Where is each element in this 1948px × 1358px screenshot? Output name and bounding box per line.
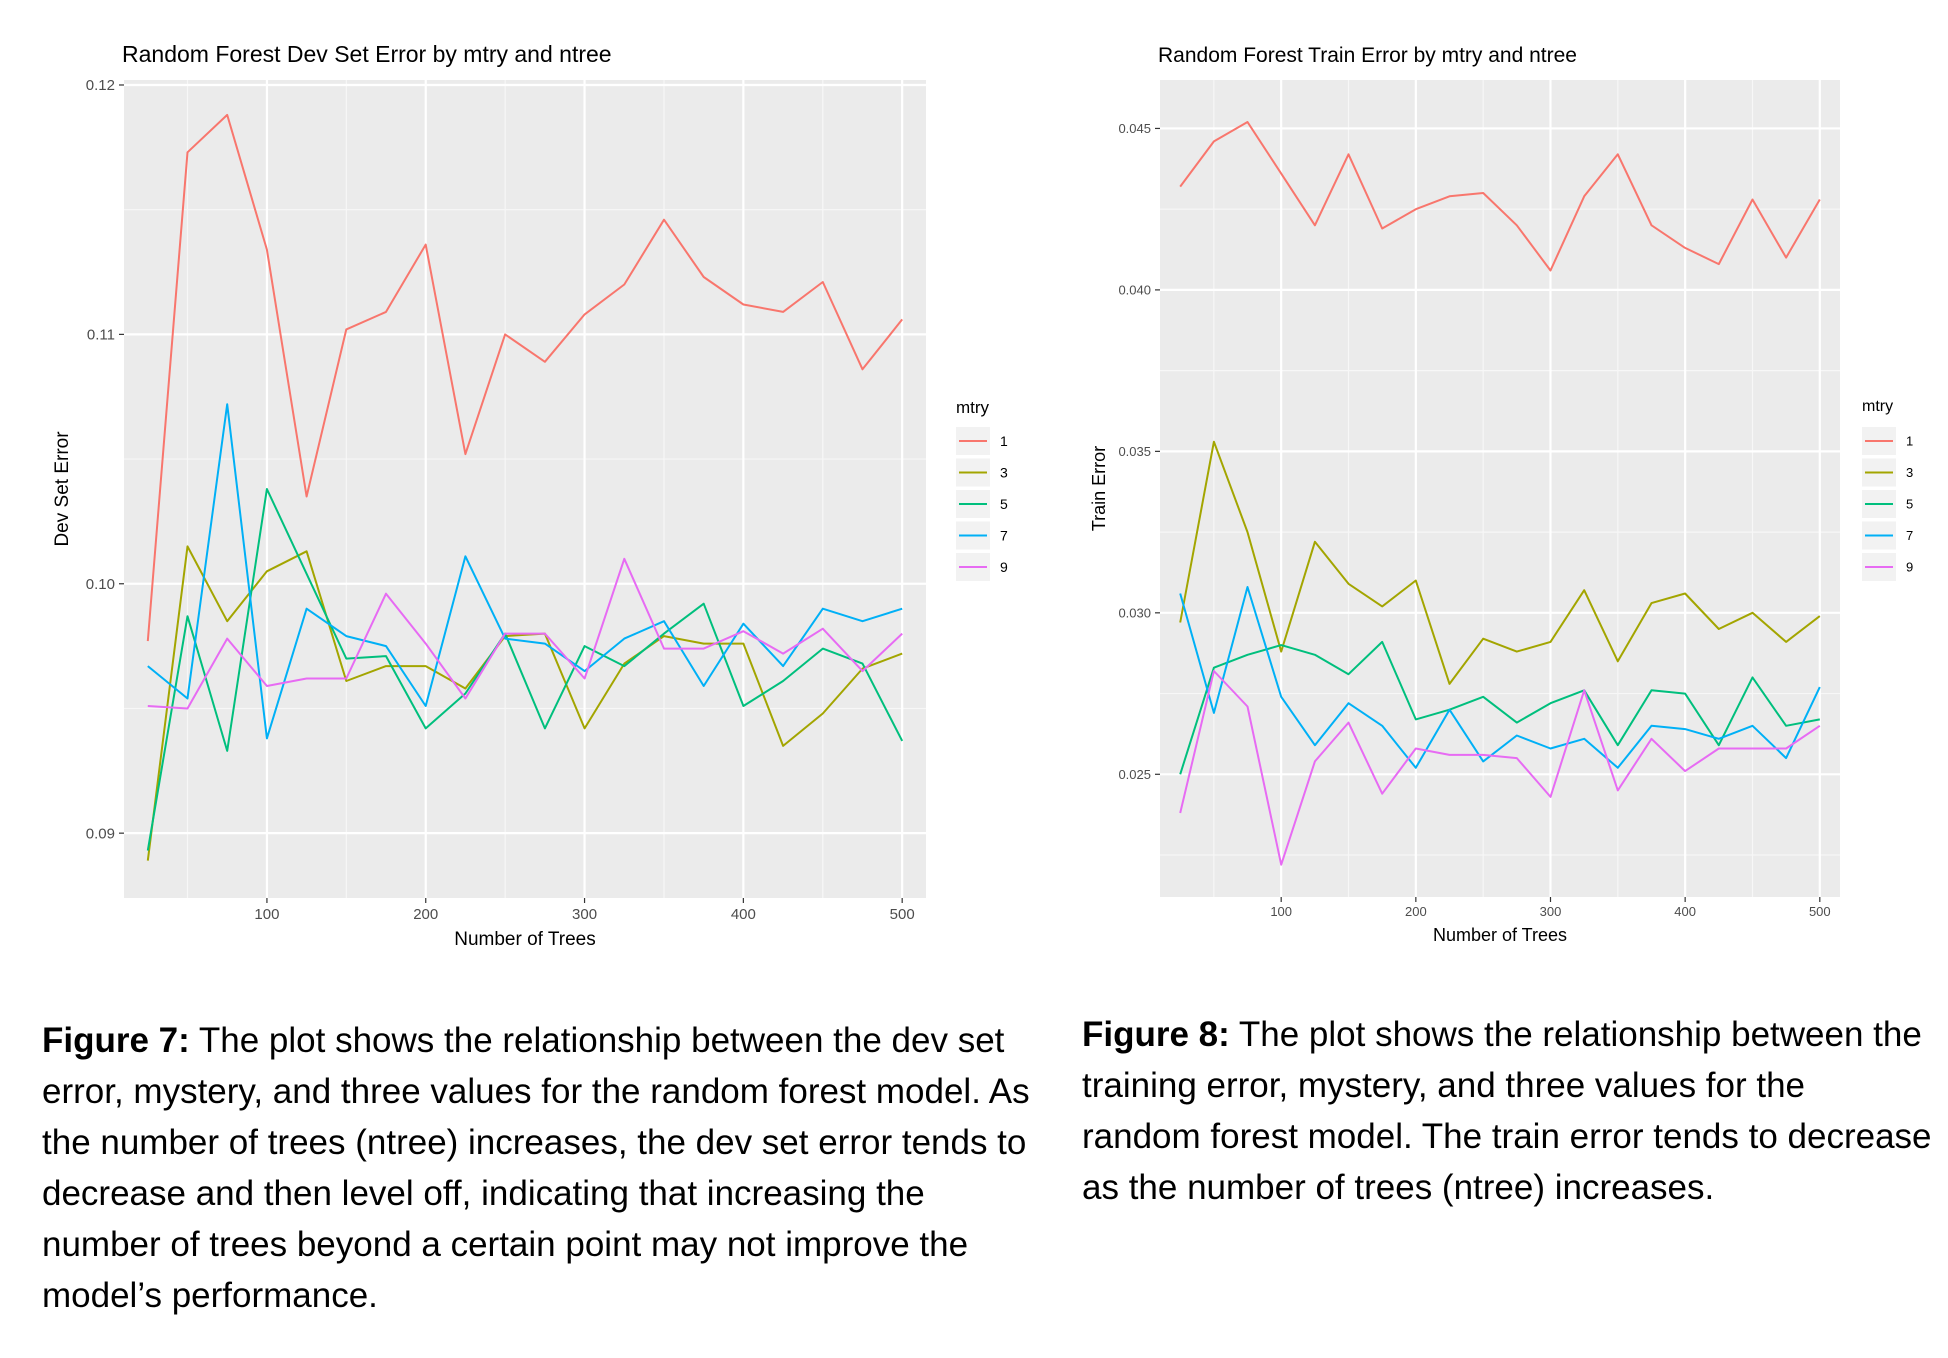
series-line-mtry-5 (146, 488, 904, 851)
figure-8-text: The plot shows the relationship between … (1082, 1015, 1932, 1207)
x-tick-label: 500 (890, 906, 915, 923)
x-tick-label: 500 (1809, 904, 1831, 919)
legend-label-mtry-5: 5 (1906, 497, 1913, 512)
y-tick-label: 0.11 (87, 327, 115, 344)
legend-label-mtry-1: 1 (1906, 434, 1913, 449)
legend-label-mtry-7: 7 (1000, 528, 1008, 544)
legend-label-mtry-1: 1 (1000, 433, 1008, 449)
y-tick-label: 0.030 (1118, 605, 1151, 620)
x-axis-title: Number of Trees (1433, 925, 1567, 945)
y-axis-title: Train Error (1089, 446, 1109, 531)
series-line-mtry-1 (1179, 121, 1821, 272)
x-tick-label: 200 (413, 906, 438, 923)
series-line-mtry-3 (146, 545, 903, 861)
x-tick-label: 300 (1540, 904, 1562, 919)
chart-title: Random Forest Dev Set Error by mtry and … (122, 41, 612, 67)
figure-7-caption: Figure 7: The plot shows the relationshi… (42, 1015, 1032, 1321)
x-tick-label: 100 (254, 906, 279, 923)
legend-title: mtry (1862, 398, 1893, 415)
legend-label-mtry-9: 9 (1906, 560, 1913, 575)
y-tick-label: 0.09 (86, 825, 115, 842)
series-line-mtry-7 (147, 403, 903, 740)
legend-title: mtry (956, 398, 990, 417)
figure-7-label: Figure 7: (42, 1021, 190, 1060)
x-tick-label: 400 (1674, 904, 1696, 919)
y-tick-label: 0.025 (1118, 767, 1151, 782)
y-tick-label: 0.035 (1118, 444, 1151, 459)
series-line-mtry-9 (1179, 670, 1821, 866)
legend-label-mtry-3: 3 (1000, 465, 1008, 481)
y-axis-title: Dev Set Error (52, 431, 73, 547)
plot-panel (1160, 80, 1840, 897)
y-tick-label: 0.045 (1118, 121, 1151, 136)
x-tick-label: 200 (1405, 904, 1427, 919)
series-line-mtry-9 (147, 557, 903, 710)
legend-label-mtry-9: 9 (1000, 559, 1008, 575)
chart-2: 0.025 0.030 0.035 0.040 0.045 100 200 300 400 500… (1089, 44, 1913, 945)
figure-8-caption: Figure 8: The plot shows the relationshi… (1082, 1009, 1932, 1213)
series-line-mtry-1 (146, 113, 903, 642)
x-tick-label: 300 (572, 906, 597, 923)
legend-label-mtry-7: 7 (1906, 528, 1913, 543)
plot-panel (124, 80, 926, 898)
y-tick-label: 0.10 (86, 576, 115, 593)
x-axis-title: Number of Trees (454, 929, 596, 950)
y-tick-label: 0.12 (86, 77, 115, 94)
y-tick-label: 0.040 (1118, 282, 1151, 297)
series-line-mtry-3 (1179, 440, 1821, 685)
chart-1: 0.09 0.10 0.11 0.12 100 200 300 400 500 Random Fo… (52, 41, 1008, 950)
chart-title: Random Forest Train Error by mtry and nt… (1158, 44, 1577, 67)
legend-label-mtry-5: 5 (1000, 496, 1008, 512)
figure-7-text: The plot shows the relationship between … (42, 1021, 1030, 1315)
x-tick-label: 100 (1270, 904, 1292, 919)
x-tick-label: 400 (731, 906, 756, 923)
legend-label-mtry-3: 3 (1906, 465, 1913, 480)
series-line-mtry-7 (1179, 586, 1821, 769)
figure-8-label: Figure 8: (1082, 1015, 1230, 1054)
